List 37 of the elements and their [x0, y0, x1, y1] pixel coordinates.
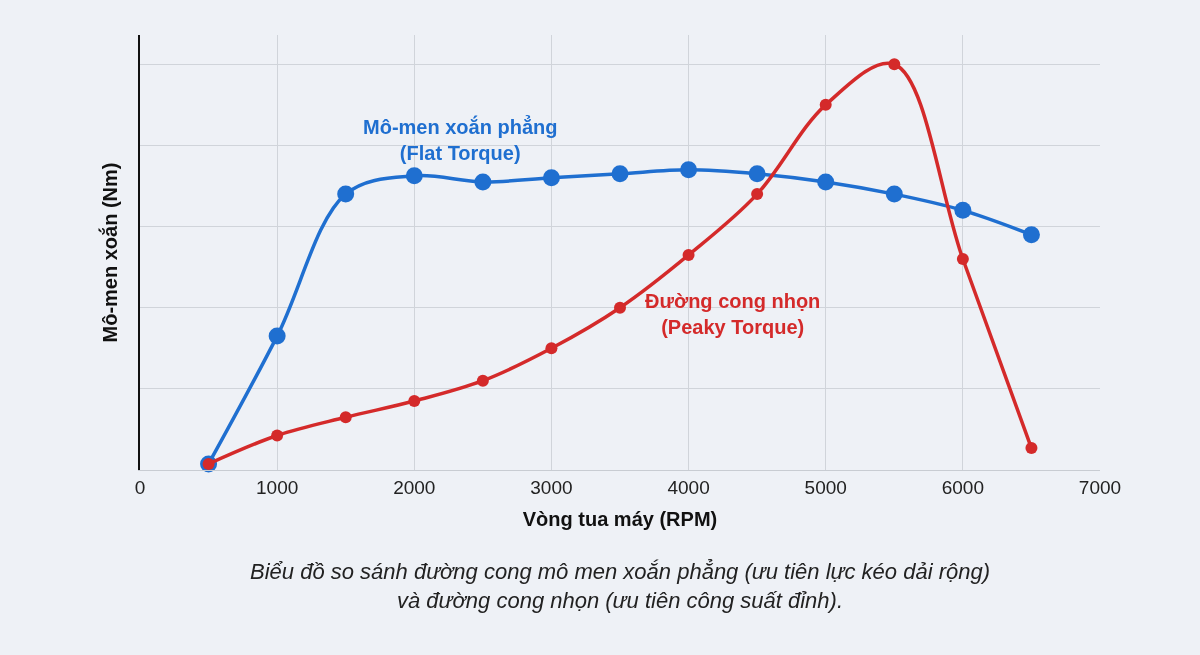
x-tick-label: 2000 — [393, 476, 436, 498]
x-tick-label: 6000 — [941, 476, 984, 498]
point — [337, 185, 355, 203]
point — [817, 173, 835, 191]
series-label: Mô-men xoắn phẳng (Flat Torque) — [363, 115, 558, 164]
point — [888, 58, 901, 71]
point — [614, 301, 626, 314]
point — [545, 342, 558, 355]
point — [819, 98, 832, 111]
point — [476, 374, 489, 387]
point — [268, 327, 286, 345]
x-tick-label: 5000 — [804, 476, 847, 498]
point — [682, 248, 695, 261]
point — [408, 395, 421, 408]
point — [405, 167, 423, 185]
y-axis-title: Mô-men xoắn (Nm) — [98, 162, 121, 343]
point — [751, 188, 764, 201]
point — [611, 165, 629, 183]
x-tick-label: 7000 — [1078, 476, 1122, 498]
x-tick-label: 3000 — [530, 476, 573, 498]
x-tick-label: 1000 — [256, 476, 299, 498]
point — [680, 161, 698, 179]
point — [271, 429, 284, 442]
point — [1022, 226, 1040, 244]
point — [542, 169, 560, 187]
point — [954, 201, 972, 219]
point — [339, 411, 352, 424]
series-label: Đường cong nhọn (Peaky Torque) — [645, 290, 821, 338]
text: Biểu đồ so sánh đường cong mô men xoắn phẳng (ưu tiên lực kéo dải rộng) và đường cong nhọn (ưu tiên công suất đỉnh). — [250, 559, 991, 613]
x-tick-label: 4000 — [667, 476, 710, 498]
point — [474, 173, 492, 191]
point — [1025, 442, 1038, 455]
x-tick-label: 0 — [134, 476, 146, 498]
x-axis-title: Vòng tua máy (RPM) — [522, 508, 718, 531]
point — [748, 165, 766, 183]
point — [956, 253, 969, 265]
point — [885, 185, 903, 203]
